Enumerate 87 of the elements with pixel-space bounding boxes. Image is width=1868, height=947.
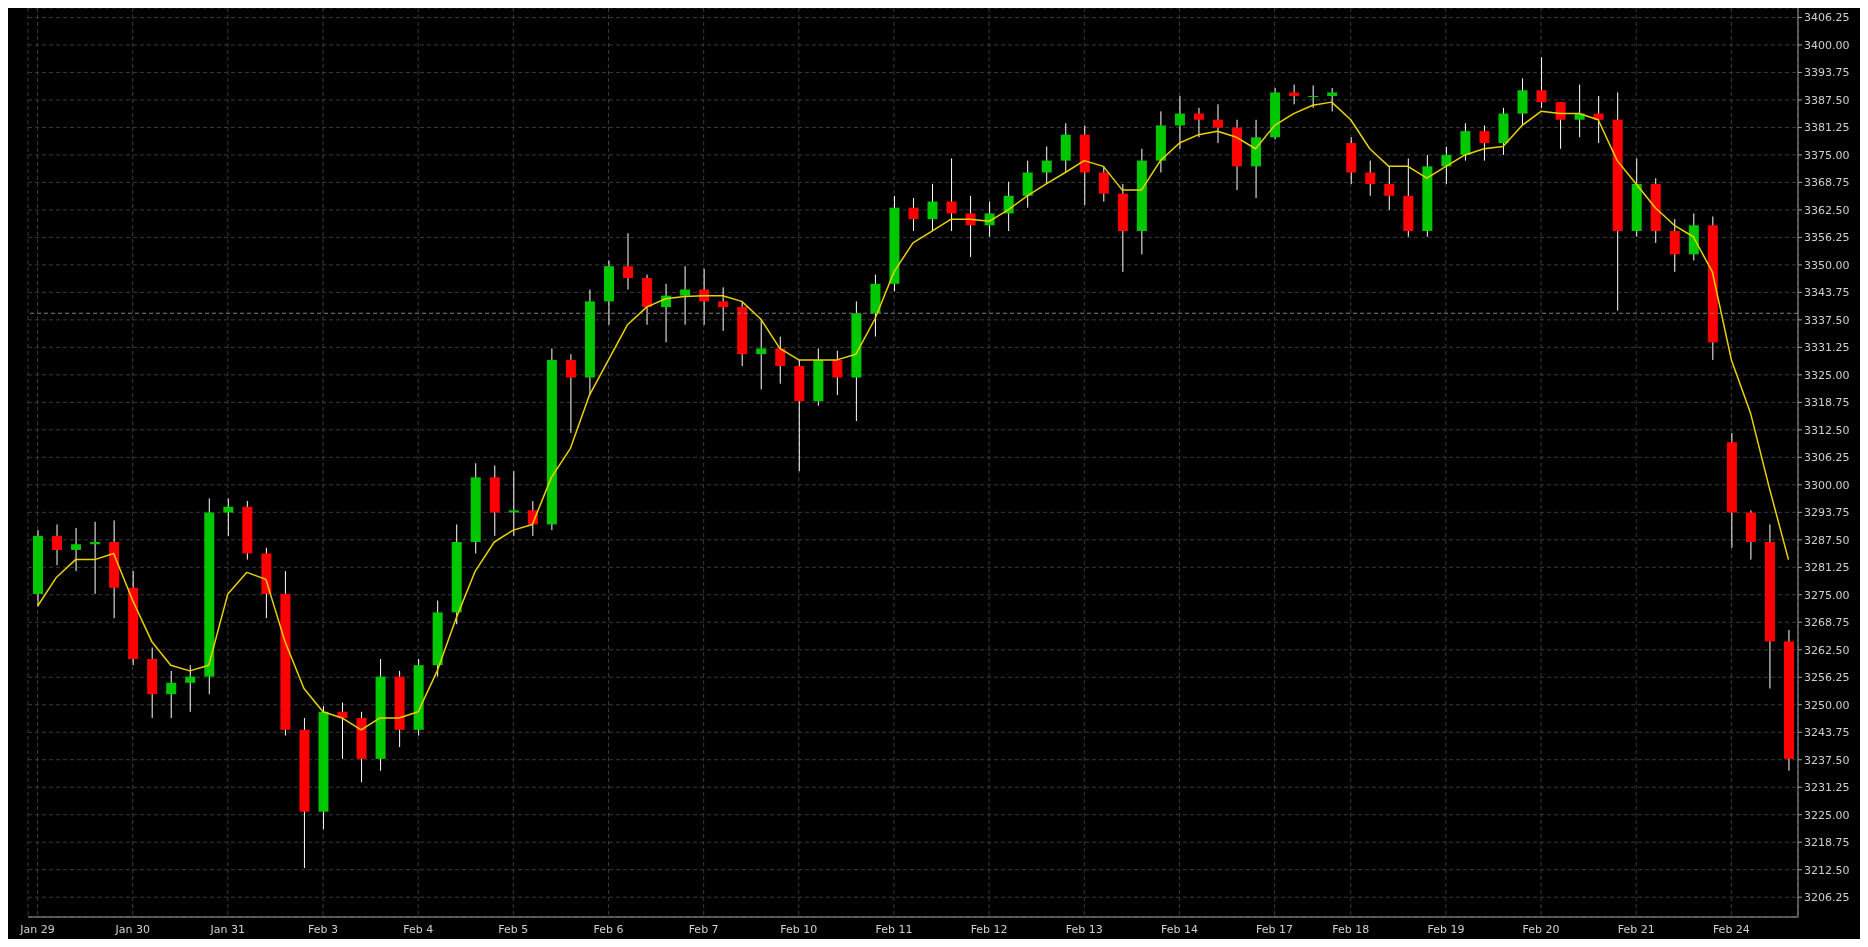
- x-tick-label: Jan 29: [19, 922, 55, 936]
- candlestick: [623, 232, 633, 291]
- y-tick-label: 3381.25: [1804, 121, 1850, 135]
- y-tick-label: 3243.75: [1804, 726, 1850, 740]
- y-tick-label: 3350.00: [1804, 258, 1850, 272]
- candlestick: [946, 157, 957, 232]
- x-tick-label: Feb 14: [1160, 922, 1198, 936]
- candlestick: [1517, 77, 1528, 126]
- candlestick: [1174, 95, 1185, 150]
- candlestick: [1365, 160, 1376, 197]
- x-tick-label: Feb 6: [593, 922, 624, 936]
- y-tick-label: 3212.50: [1804, 863, 1850, 877]
- y-tick-label: 3393.75: [1804, 66, 1850, 80]
- y-tick-label: 3306.25: [1804, 451, 1850, 465]
- y-tick-label: 3312.50: [1804, 423, 1850, 437]
- candlestick: [1479, 124, 1490, 162]
- y-tick-label: 3356.25: [1804, 231, 1850, 245]
- candlestick: [1327, 87, 1338, 112]
- candlestick: [71, 527, 82, 572]
- x-tick-label: Feb 21: [1617, 922, 1655, 936]
- candlestick: [1308, 84, 1319, 109]
- y-tick-label: 3275.00: [1804, 588, 1850, 602]
- candlestick: [1441, 146, 1452, 185]
- candlestick: [1193, 107, 1204, 138]
- x-tick-label: Feb 24: [1712, 922, 1750, 936]
- y-tick-label: 3362.50: [1804, 203, 1850, 217]
- y-tick-label: 3206.25: [1804, 891, 1850, 905]
- candlestick: [1022, 160, 1033, 209]
- y-tick-label: 3218.75: [1804, 836, 1850, 850]
- candlestick: [1669, 218, 1680, 273]
- y-tick-label: 3337.50: [1804, 313, 1850, 327]
- candlestick: [1384, 165, 1395, 211]
- y-tick-label: 3225.00: [1804, 808, 1850, 822]
- y-tick-label: 3281.25: [1804, 561, 1850, 575]
- y-tick-label: 3293.75: [1804, 506, 1850, 520]
- candlestick: [166, 670, 177, 719]
- x-tick-label: Feb 20: [1522, 922, 1560, 936]
- x-tick-label: Feb 17: [1256, 922, 1294, 936]
- y-tick-label: 3325.00: [1804, 368, 1850, 382]
- x-tick-label: Feb 7: [688, 922, 719, 936]
- x-tick-label: Jan 31: [209, 922, 246, 936]
- y-tick-label: 3287.50: [1804, 533, 1850, 547]
- candlestick: [1213, 103, 1223, 144]
- candlestick: [90, 521, 101, 595]
- y-tick-label: 3368.75: [1804, 176, 1850, 190]
- candlestick: [775, 336, 786, 385]
- candlestick: [927, 183, 938, 232]
- y-tick-label: 3237.50: [1804, 753, 1850, 767]
- x-tick-label: Jan 30: [114, 922, 150, 936]
- line-series: [36, 101, 1790, 731]
- y-tick-label: 3387.50: [1804, 93, 1850, 107]
- x-tick-label: Feb 12: [970, 922, 1008, 936]
- x-tick-label: Feb 18: [1332, 922, 1370, 936]
- y-tick-label: 3400.00: [1804, 38, 1850, 52]
- candlestick: [565, 353, 576, 434]
- x-tick-label: Feb 4: [403, 922, 434, 936]
- x-tick-label: Feb 19: [1427, 922, 1465, 936]
- y-tick-label: 3318.75: [1804, 396, 1850, 410]
- y-tick-label: 3406.25: [1804, 11, 1850, 25]
- y-tick-label: 3256.25: [1804, 671, 1850, 685]
- candlestick: [1289, 84, 1300, 105]
- y-tick-label: 3231.25: [1804, 781, 1850, 795]
- candlestick: [908, 197, 919, 232]
- candlestick: [680, 265, 691, 326]
- x-tick-label: Feb 5: [498, 922, 529, 936]
- candlestick: [223, 497, 234, 537]
- candlestick: [832, 350, 843, 396]
- y-tick-label: 3331.25: [1804, 341, 1850, 355]
- y-tick-label: 3300.00: [1804, 478, 1850, 492]
- candlestick: [1041, 146, 1052, 185]
- y-tick-label: 3343.75: [1804, 286, 1850, 300]
- candlestick: [52, 523, 63, 566]
- x-tick-label: Feb 3: [308, 922, 338, 936]
- x-tick-label: Feb 11: [875, 922, 913, 936]
- candlestick: [718, 286, 729, 332]
- x-tick-label: Feb 13: [1065, 922, 1103, 936]
- y-tick-label: 3250.00: [1804, 698, 1850, 712]
- candlestick: [1555, 101, 1566, 150]
- x-tick-label: Feb 10: [780, 922, 818, 936]
- candlestick: [1098, 165, 1109, 203]
- y-tick-label: 3375.00: [1804, 148, 1850, 162]
- candlestick: [185, 664, 196, 713]
- candlestick: [1460, 122, 1471, 162]
- y-tick-label: 3268.75: [1804, 616, 1850, 630]
- candlestick: [508, 470, 519, 537]
- candlestick: [1536, 56, 1547, 109]
- y-tick-label: 3262.50: [1804, 643, 1850, 657]
